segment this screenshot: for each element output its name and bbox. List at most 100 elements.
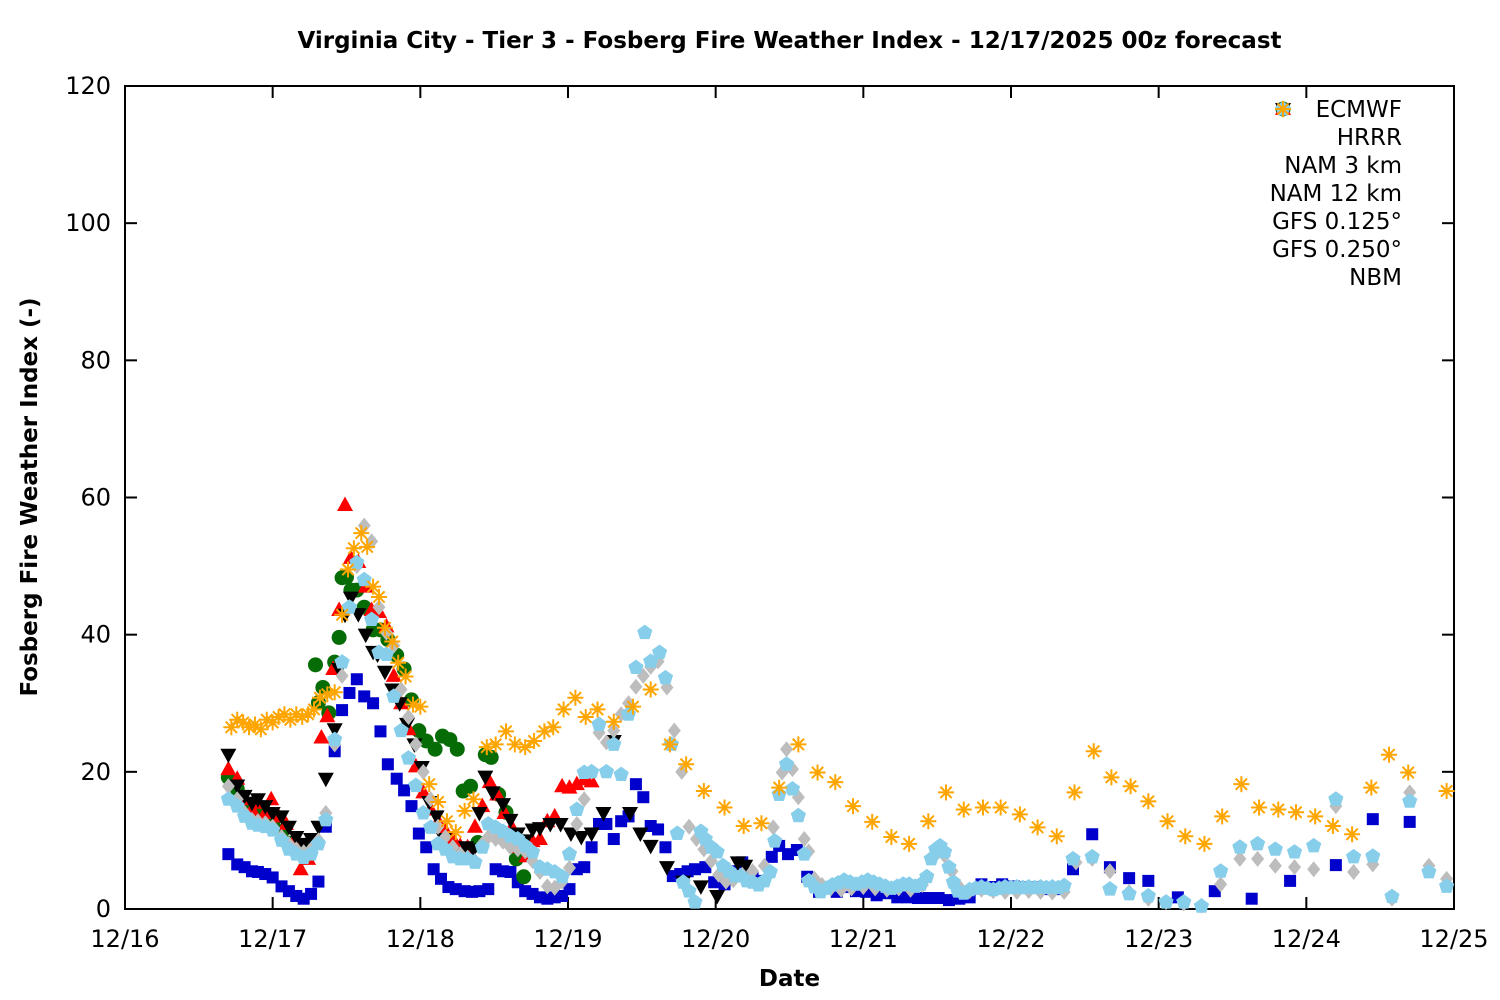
data-point-marker bbox=[384, 633, 401, 650]
data-point-marker bbox=[1086, 828, 1099, 841]
data-point-marker bbox=[1344, 826, 1361, 843]
x-tick-label: 12/20 bbox=[681, 925, 750, 953]
data-point-marker bbox=[1065, 850, 1081, 866]
data-point-marker bbox=[319, 707, 336, 723]
data-point-marker bbox=[502, 813, 519, 829]
data-point-marker bbox=[1267, 841, 1283, 856]
data-point-marker bbox=[1366, 813, 1379, 826]
data-point-marker bbox=[1347, 863, 1361, 880]
series-gfs-0-250- bbox=[220, 554, 1455, 913]
data-point-marker bbox=[327, 731, 343, 747]
data-point-marker bbox=[657, 669, 674, 685]
data-point-marker bbox=[335, 667, 349, 684]
data-point-marker bbox=[1288, 859, 1302, 876]
data-point-marker bbox=[567, 689, 584, 706]
data-point-marker bbox=[545, 719, 562, 736]
x-tick-label: 12/23 bbox=[1124, 925, 1193, 953]
data-point-marker bbox=[402, 708, 416, 725]
data-point-marker bbox=[1381, 746, 1398, 763]
data-point-marker bbox=[466, 818, 483, 833]
data-point-marker bbox=[678, 756, 695, 773]
data-point-marker bbox=[624, 698, 641, 715]
data-point-marker bbox=[317, 772, 334, 788]
chart-legend: ECMWF HRRR NAM 3 km NAM 12 km GFS 0.125° GFS … bbox=[1270, 96, 1402, 292]
data-point-marker bbox=[577, 791, 591, 808]
data-point-marker bbox=[477, 770, 494, 786]
legend-label: GFS 0.250° bbox=[1272, 237, 1402, 263]
data-point-marker bbox=[753, 815, 770, 832]
data-point-marker bbox=[569, 801, 585, 817]
data-point-marker bbox=[1251, 799, 1268, 816]
data-point-marker bbox=[844, 798, 861, 815]
data-point-marker bbox=[416, 763, 430, 780]
legend-item: NBM bbox=[1270, 101, 1402, 292]
data-point-marker bbox=[1286, 844, 1303, 859]
data-point-marker bbox=[911, 892, 924, 905]
data-point-marker bbox=[504, 865, 517, 878]
y-tick-label: 100 bbox=[65, 209, 111, 237]
data-point-marker bbox=[463, 778, 479, 794]
data-point-marker bbox=[1284, 874, 1297, 887]
data-point-marker bbox=[1085, 743, 1102, 760]
legend-item: GFS 0.250° bbox=[1270, 101, 1402, 264]
y-tick-label: 60 bbox=[80, 484, 111, 512]
data-point-marker bbox=[531, 830, 548, 846]
data-point-marker bbox=[471, 806, 488, 822]
data-point-marker bbox=[393, 722, 409, 738]
data-point-marker bbox=[465, 791, 482, 808]
data-point-marker bbox=[1328, 791, 1344, 806]
x-tick-label: 12/25 bbox=[1419, 925, 1488, 953]
data-point-marker bbox=[221, 778, 235, 795]
x-tick-label: 12/24 bbox=[1272, 925, 1341, 953]
data-point-marker bbox=[883, 828, 900, 845]
data-point-marker bbox=[584, 763, 600, 779]
data-point-marker bbox=[766, 819, 780, 836]
data-point-marker bbox=[478, 739, 495, 756]
data-point-marker bbox=[790, 807, 806, 823]
data-point-marker bbox=[688, 863, 701, 876]
data-point-marker bbox=[1384, 888, 1400, 904]
data-point-marker bbox=[370, 588, 387, 605]
data-point-marker bbox=[1142, 874, 1155, 887]
data-point-marker bbox=[310, 835, 327, 851]
data-point-marker bbox=[1193, 898, 1210, 913]
data-point-marker bbox=[427, 863, 440, 876]
data-point-marker bbox=[542, 817, 559, 833]
data-point-marker bbox=[955, 801, 972, 818]
data-point-marker bbox=[1084, 848, 1100, 864]
data-point-marker bbox=[497, 723, 514, 740]
data-point-marker bbox=[1249, 835, 1266, 851]
legend-label: GFS 0.125° bbox=[1272, 209, 1402, 235]
data-point-marker bbox=[229, 798, 245, 813]
data-point-marker bbox=[1103, 769, 1120, 786]
legend-item: ECMWF bbox=[1270, 96, 1402, 124]
legend-label: NBM bbox=[1349, 265, 1402, 291]
data-point-marker bbox=[570, 815, 584, 832]
x-tick-label: 12/19 bbox=[533, 925, 602, 953]
data-point-marker bbox=[1287, 804, 1304, 821]
data-point-marker bbox=[447, 824, 464, 841]
data-point-marker bbox=[386, 688, 402, 703]
data-point-marker bbox=[342, 591, 359, 607]
data-point-marker bbox=[1403, 815, 1416, 828]
data-point-marker bbox=[397, 668, 414, 685]
data-point-marker bbox=[456, 802, 473, 819]
data-point-marker bbox=[372, 599, 386, 616]
data-point-marker bbox=[337, 496, 354, 512]
data-point-marker bbox=[637, 624, 653, 640]
data-point-marker bbox=[1329, 859, 1342, 872]
data-point-marker bbox=[1345, 848, 1362, 864]
data-point-marker bbox=[762, 863, 778, 879]
data-point-marker bbox=[682, 818, 696, 835]
data-point-marker bbox=[1214, 876, 1228, 893]
data-point-marker bbox=[1421, 863, 1437, 879]
data-point-marker bbox=[1307, 808, 1324, 825]
data-point-marker bbox=[367, 697, 380, 710]
data-point-marker bbox=[1103, 863, 1117, 880]
data-point-marker bbox=[252, 721, 269, 738]
data-point-marker bbox=[919, 868, 935, 884]
data-point-marker bbox=[796, 846, 812, 861]
y-tick-label: 0 bbox=[96, 895, 111, 923]
